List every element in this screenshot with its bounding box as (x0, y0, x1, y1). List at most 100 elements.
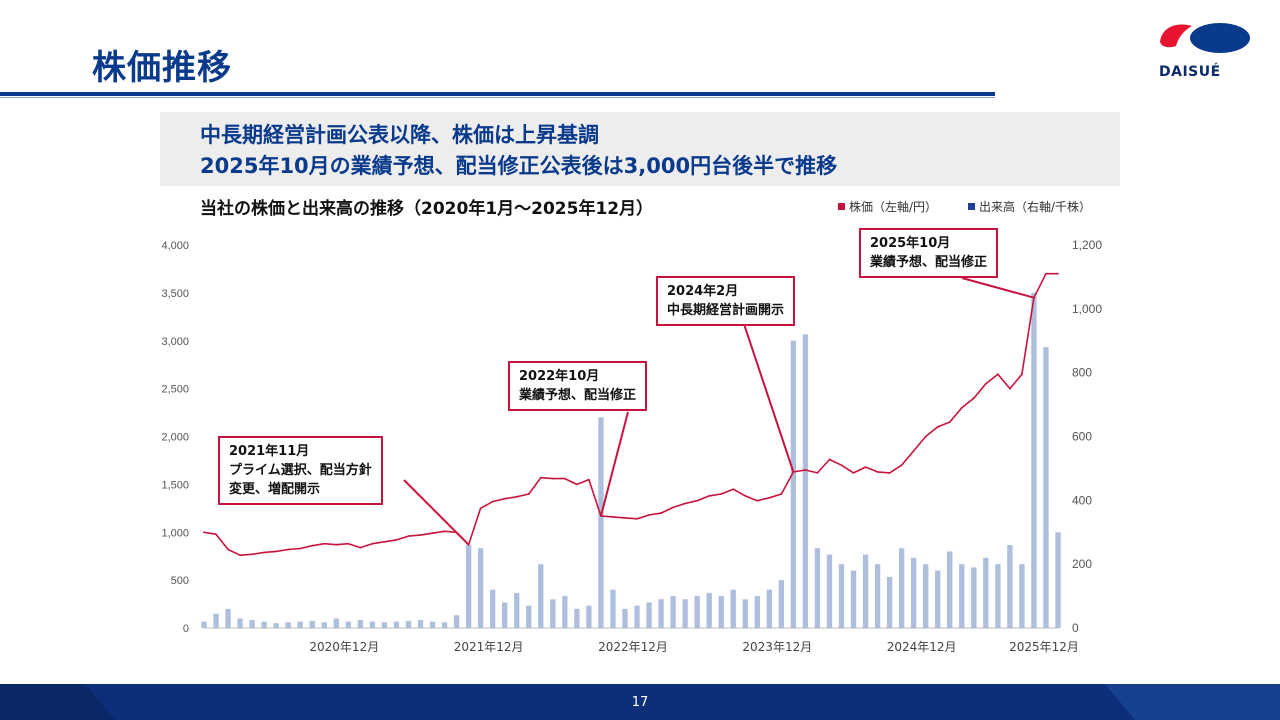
price-point (984, 382, 987, 385)
volume-bar (802, 334, 809, 628)
annotation-callout: 2021年11月 プライム選択、配当方針 変更、増配開示 (218, 436, 383, 505)
price-point (1057, 272, 1059, 275)
volume-bar (1055, 532, 1061, 628)
price-point (756, 499, 759, 502)
price-point (1008, 387, 1011, 390)
price-point (371, 542, 374, 545)
annotation-leader-line (599, 411, 629, 517)
volume-bar (429, 621, 436, 628)
volume-bar (586, 605, 592, 628)
volume-bar (309, 620, 315, 628)
y-left-tick-label: 1,000 (161, 527, 189, 539)
y-left-tick-label: 2,500 (161, 384, 189, 396)
volume-bar (610, 589, 616, 628)
volume-bar (477, 548, 484, 628)
price-point (503, 497, 506, 500)
volume-bar (417, 620, 424, 628)
volume-bar (273, 623, 279, 628)
volume-bar (1043, 347, 1049, 628)
volume-bar (514, 592, 520, 628)
volume-bar (850, 570, 857, 628)
annotation-callout: 2025年10月 業績予想、配当修正 (859, 228, 999, 278)
legend-label-volume: 出来高（右軸/千株） (979, 200, 1092, 214)
price-point (527, 493, 530, 495)
footer-bar (0, 684, 1280, 720)
price-point (287, 548, 290, 551)
price-point (816, 471, 819, 474)
volume-bar (333, 618, 339, 628)
price-point (431, 532, 434, 535)
price-point (948, 421, 951, 424)
price-point (864, 466, 867, 469)
price-point (804, 469, 807, 471)
price-point (299, 547, 302, 550)
volume-bar (995, 564, 1001, 628)
volume-bar (862, 554, 869, 628)
price-point (515, 495, 518, 498)
price-point (996, 373, 999, 376)
price-point (840, 464, 843, 467)
price-point (876, 471, 879, 473)
x-tick-label: 2024年12月 (887, 640, 957, 654)
price-point (780, 493, 783, 495)
title-underline (0, 92, 995, 96)
volume-bar (742, 599, 748, 628)
price-point (323, 542, 326, 545)
price-point (443, 530, 446, 533)
volume-bar (670, 596, 676, 628)
volume-bar (1019, 564, 1025, 628)
price-point (539, 476, 542, 479)
y-left-tick-label: 4,000 (161, 240, 189, 252)
price-point (744, 494, 747, 497)
price-point (732, 488, 735, 491)
volume-bar (826, 554, 833, 628)
y-left-tick-label: 3,000 (161, 336, 189, 348)
volume-bar (730, 589, 736, 628)
volume-bar (646, 602, 652, 628)
volume-bar (754, 596, 760, 628)
price-point (203, 531, 205, 534)
annotation-leader-line (743, 323, 795, 473)
price-point (612, 516, 614, 518)
y-right-tick-label: 600 (1072, 430, 1092, 444)
x-tick-label: 2025年12月 (1009, 640, 1079, 654)
volume-bar (682, 599, 688, 628)
y-left-tick-label: 0 (183, 623, 189, 635)
price-point (575, 483, 578, 486)
volume-bar (910, 557, 917, 628)
y-left-tick-label: 3,500 (161, 288, 189, 300)
volume-bar (490, 589, 496, 628)
price-point (768, 496, 771, 499)
price-point (479, 507, 482, 510)
volume-bar (321, 622, 327, 628)
volume-bar (838, 564, 845, 628)
volume-bar (285, 622, 291, 628)
price-point (491, 500, 494, 503)
price-point (960, 406, 963, 409)
price-point (347, 542, 350, 545)
volume-bar (1031, 292, 1037, 628)
price-point (251, 553, 254, 556)
volume-bar (790, 340, 797, 628)
page-number: 17 (631, 695, 649, 710)
y-right-tick-label: 200 (1072, 557, 1092, 571)
price-point (335, 543, 338, 546)
price-point (275, 550, 278, 553)
volume-bar (237, 618, 243, 628)
annotation-date: 2025年10月 (870, 236, 951, 251)
volume-bar (526, 605, 532, 628)
price-point (888, 471, 891, 474)
volume-bar (766, 589, 772, 628)
price-point (924, 435, 927, 438)
footer-shade-left (0, 684, 116, 720)
volume-bar (405, 620, 412, 628)
volume-bar (381, 622, 388, 628)
price-point (696, 499, 699, 502)
annotation-callout: 2022年10月 業績予想、配当修正 (508, 361, 648, 411)
annotation-leader-line (961, 277, 1035, 299)
price-line (203, 272, 1058, 556)
price-point (900, 464, 903, 467)
volume-bar (345, 621, 352, 628)
volume-bar (658, 599, 664, 628)
footer-shade-right (1104, 684, 1280, 720)
